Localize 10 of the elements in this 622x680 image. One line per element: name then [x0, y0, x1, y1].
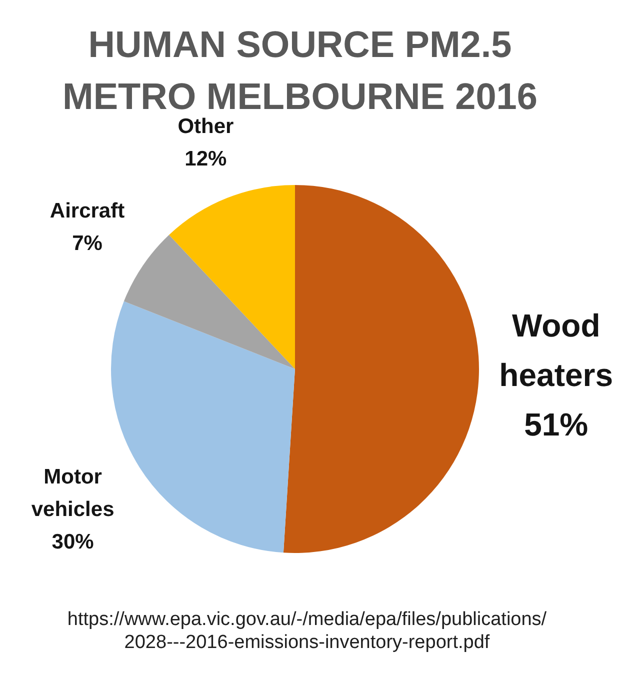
data-label: 7% [72, 232, 103, 255]
data-label: 51% [524, 406, 588, 443]
slice-label: Wood heaters [499, 307, 614, 394]
slice-label: Other [178, 114, 234, 138]
text: https://www.epa.vic.gov.au/-/media/epa/files/publications/2028---2016-emissions-inventory-report.pdf [67, 609, 547, 653]
data-label: 30% [52, 530, 94, 554]
slice-label: Motor vehicles [31, 465, 114, 521]
chart-title: HUMAN SOURCE PM2.5 METRO MELBOURNE 2016 [62, 23, 538, 118]
data-label: 12% [184, 148, 228, 171]
slice-label: Aircraft [50, 199, 125, 222]
